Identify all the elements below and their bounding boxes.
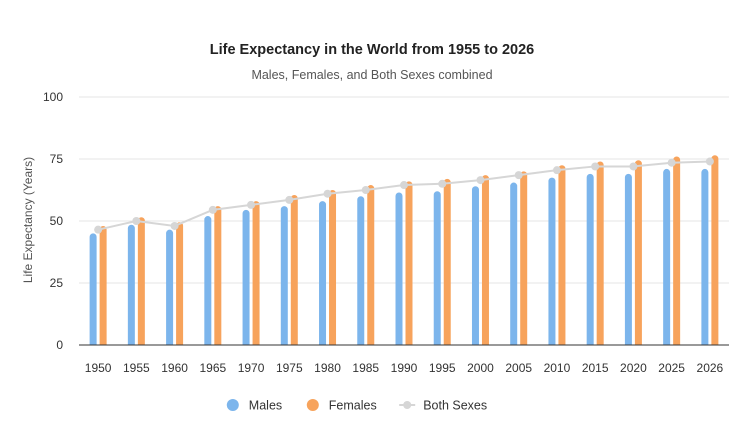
bar-females-1995[interactable] — [443, 178, 451, 345]
bar-females-1970[interactable] — [252, 201, 260, 345]
legend-marker-symbol — [226, 399, 239, 411]
point-both-sexes-2005[interactable] — [514, 171, 523, 180]
x-tick-label: 1995 — [429, 361, 456, 375]
legend-marker-symbol — [306, 399, 319, 411]
line-both-sexes — [97, 160, 710, 231]
point-both-sexes-1970[interactable] — [247, 200, 256, 209]
point-both-sexes-2015[interactable] — [591, 162, 600, 171]
bar-females-1955[interactable] — [137, 217, 145, 345]
bar-females-2025[interactable] — [673, 156, 681, 345]
x-tick-label: 2026 — [697, 361, 724, 375]
bar-males-2026[interactable] — [701, 168, 709, 345]
bar-females-1985[interactable] — [367, 185, 375, 345]
point-both-sexes-1990[interactable] — [400, 181, 408, 190]
x-tick-label: 2005 — [505, 361, 532, 375]
point-both-sexes-1950[interactable] — [94, 225, 103, 234]
y-tick-label: 0 — [56, 338, 63, 352]
point-both-sexes-2000[interactable] — [476, 176, 485, 185]
point-both-sexes-2026[interactable] — [705, 157, 714, 166]
x-tick-label: 1975 — [276, 361, 303, 375]
y-axis-title: Life Expectancy (Years) — [21, 157, 35, 283]
bar-males-2020[interactable] — [624, 173, 632, 345]
chart-subtitle: Males, Females, and Both Sexes combined — [251, 68, 492, 82]
legend-label: Males — [249, 399, 282, 413]
bar-females-1960[interactable] — [176, 222, 184, 345]
bar-males-2025[interactable] — [663, 168, 671, 345]
x-tick-label: 1960 — [161, 361, 188, 375]
x-tick-label: 2015 — [582, 361, 609, 375]
point-both-sexes-2025[interactable] — [667, 158, 676, 167]
point-both-sexes-1980[interactable] — [323, 189, 332, 198]
bar-males-1995[interactable] — [433, 191, 441, 345]
point-both-sexes-1955[interactable] — [132, 217, 141, 225]
bar-females-1980[interactable] — [329, 190, 337, 345]
bar-males-1970[interactable] — [242, 209, 250, 345]
legend-item-both-sexes[interactable]: Both Sexes — [399, 399, 487, 413]
bar-females-1975[interactable] — [290, 194, 298, 345]
x-tick-label: 1980 — [314, 361, 341, 375]
x-tick-label: 1985 — [352, 361, 379, 375]
bar-females-2000[interactable] — [481, 175, 489, 345]
point-both-sexes-2020[interactable] — [629, 162, 638, 171]
bar-males-1955[interactable] — [127, 224, 135, 345]
y-tick-label: 50 — [50, 214, 64, 228]
point-both-sexes-2010[interactable] — [552, 166, 561, 175]
bar-females-1965[interactable] — [214, 206, 222, 345]
bar-males-1990[interactable] — [395, 192, 403, 345]
bar-males-2005[interactable] — [510, 182, 518, 345]
point-both-sexes-1975[interactable] — [285, 195, 294, 204]
bar-females-1950[interactable] — [99, 225, 107, 345]
y-tick-label: 25 — [50, 276, 64, 290]
x-tick-label: 1970 — [238, 361, 265, 375]
x-axis-ticks: 1950 1955 1960 1965 1970 1975 1980 1985 1990 1995… — [85, 361, 724, 375]
legend-label: Females — [329, 399, 377, 413]
x-tick-label: 1965 — [199, 361, 226, 375]
bar-males-1950[interactable] — [89, 233, 97, 345]
point-both-sexes-1985[interactable] — [361, 186, 370, 194]
bar-females-2020[interactable] — [634, 160, 642, 345]
legend-marker-symbol — [403, 401, 412, 409]
legend-item-females[interactable]: Females — [306, 399, 377, 413]
bar-males-1980[interactable] — [319, 201, 327, 345]
x-tick-label: 2025 — [658, 361, 685, 375]
bar-males-1965[interactable] — [204, 216, 212, 345]
x-tick-label: 1955 — [123, 361, 150, 375]
legend-label: Both Sexes — [423, 399, 487, 413]
legend: Males Females Both Sexes — [226, 399, 487, 413]
y-axis-ticks: 0 25 50 75 100 — [43, 90, 63, 352]
y-tick-label: 75 — [50, 152, 64, 166]
bar-females-2010[interactable] — [558, 165, 566, 345]
bars — [89, 155, 719, 345]
point-both-sexes-1995[interactable] — [438, 179, 447, 188]
legend-item-males[interactable]: Males — [226, 399, 282, 413]
bar-males-1985[interactable] — [357, 196, 365, 345]
bar-males-1975[interactable] — [280, 206, 288, 345]
bar-females-2026[interactable] — [711, 155, 719, 345]
x-tick-label: 2020 — [620, 361, 647, 375]
chart-title: Life Expectancy in the World from 1955 t… — [210, 42, 534, 58]
bar-females-2005[interactable] — [520, 171, 528, 345]
x-tick-label: 1950 — [85, 361, 112, 375]
bar-females-2015[interactable] — [596, 161, 604, 345]
point-both-sexes-1965[interactable] — [208, 205, 217, 214]
bar-males-2010[interactable] — [548, 177, 556, 345]
both-sexes-series — [94, 157, 714, 234]
x-tick-label: 2010 — [544, 361, 571, 375]
x-tick-label: 1990 — [391, 361, 418, 375]
y-tick-label: 100 — [43, 90, 63, 104]
point-both-sexes-1960[interactable] — [170, 221, 179, 230]
bar-males-2015[interactable] — [586, 173, 594, 345]
bar-males-2000[interactable] — [471, 186, 479, 345]
x-tick-label: 2000 — [467, 361, 494, 375]
bar-females-1990[interactable] — [405, 181, 413, 345]
bar-males-1960[interactable] — [166, 229, 174, 345]
